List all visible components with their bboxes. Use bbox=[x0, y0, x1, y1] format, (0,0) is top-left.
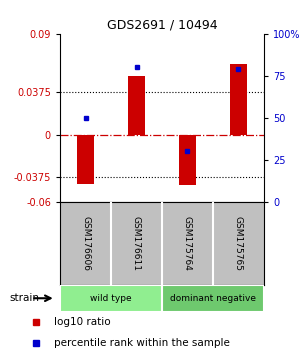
Text: GSM175765: GSM175765 bbox=[234, 216, 243, 271]
Bar bbox=[60, 285, 162, 312]
Bar bbox=[230, 64, 247, 135]
Text: GSM176611: GSM176611 bbox=[132, 216, 141, 271]
Bar bbox=[178, 135, 196, 185]
Text: log10 ratio: log10 ratio bbox=[54, 317, 111, 327]
Text: strain: strain bbox=[9, 293, 39, 303]
Text: GSM175764: GSM175764 bbox=[183, 216, 192, 271]
Text: wild type: wild type bbox=[90, 294, 132, 303]
Text: GSM176606: GSM176606 bbox=[81, 216, 90, 271]
Bar bbox=[76, 135, 94, 184]
Title: GDS2691 / 10494: GDS2691 / 10494 bbox=[107, 18, 217, 31]
Text: percentile rank within the sample: percentile rank within the sample bbox=[54, 338, 230, 348]
Bar bbox=[162, 285, 264, 312]
Bar bbox=[128, 76, 146, 135]
Text: dominant negative: dominant negative bbox=[170, 294, 256, 303]
